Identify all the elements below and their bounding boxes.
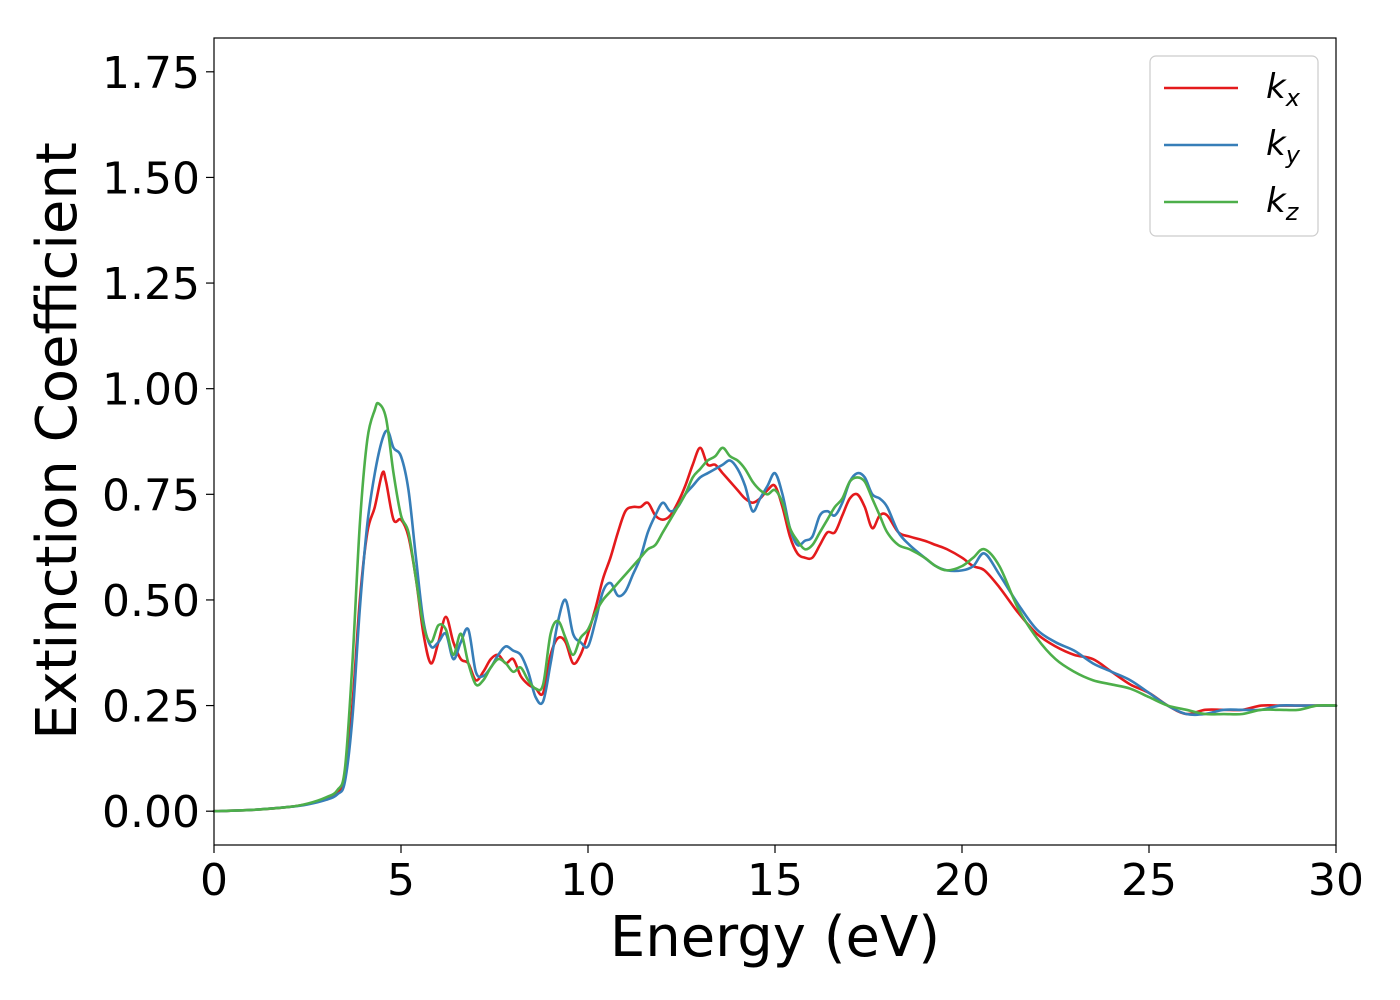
x-tick-label: 10 [560,855,616,906]
x-axis: 0 5 10 15 20 25 30 [200,845,1364,906]
y-tick-label: 1.75 [102,48,200,99]
x-axis-label: Energy (eV) [610,905,940,970]
y-tick-label: 0.25 [102,682,200,733]
x-tick-label: 0 [200,855,228,906]
x-tick-label: 5 [387,855,415,906]
x-tick-label: 15 [747,855,803,906]
y-tick-label: 0.50 [102,576,200,627]
y-axis: 0.00 0.25 0.50 0.75 1.00 1.25 1.50 1.75 [102,48,214,838]
series-layer [212,401,1338,813]
legend-label-x: kx [1266,67,1301,112]
series-line-x [212,446,1338,813]
x-tick-label: 25 [1121,855,1177,906]
y-tick-label: 1.00 [102,365,200,416]
y-tick-label: 0.00 [102,787,200,838]
legend-label-z: kz [1266,181,1300,226]
legend: kx ky kz [1149,55,1319,237]
y-tick-label: 0.75 [102,470,200,521]
y-axis-label: Extinction Coefficient [25,142,90,740]
y-tick-label: 1.25 [102,259,200,310]
legend-label-y: ky [1266,124,1301,169]
x-tick-label: 20 [934,855,990,906]
y-tick-label: 1.50 [102,153,200,204]
x-tick-label: 30 [1308,855,1364,906]
series-line-z [212,401,1338,813]
